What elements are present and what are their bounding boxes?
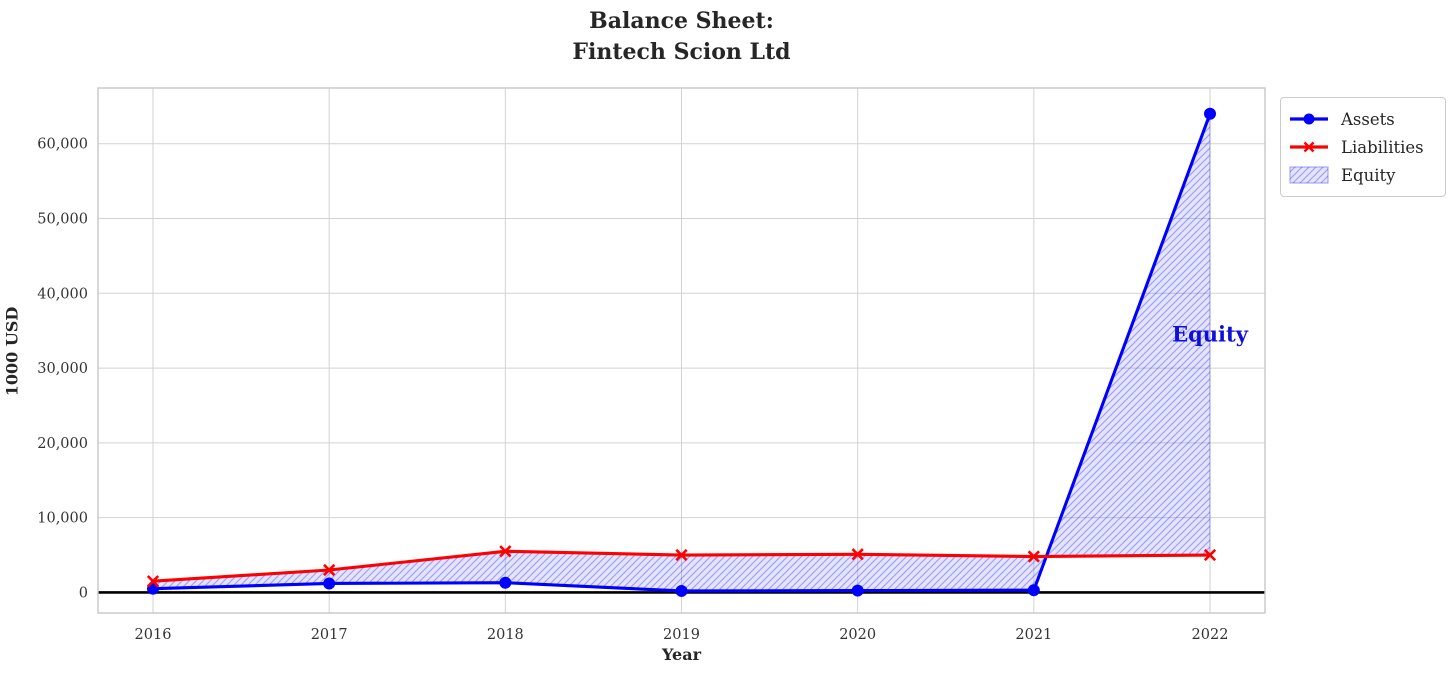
marker-liabilities (1203, 548, 1217, 562)
marker-assets (1027, 584, 1040, 597)
marker-liabilities (675, 548, 688, 562)
equity-annotation: Equity (1172, 321, 1248, 347)
legend-swatch-line-x (1290, 141, 1328, 153)
x-tick-label: 2018 (487, 627, 524, 643)
x-tick-label: 2020 (839, 627, 876, 643)
x-axis-label: Year (661, 645, 701, 664)
y-tick-label: 50,000 (37, 212, 88, 228)
y-tick-label: 20,000 (37, 436, 88, 452)
legend-label: Assets (1341, 109, 1395, 129)
y-tick-label: 0 (79, 585, 88, 601)
chart-title: Balance Sheet: Fintech Scion Ltd (572, 8, 791, 65)
marker-liabilities (499, 545, 512, 558)
marker-liabilities (146, 575, 160, 588)
y-tick-label: 10,000 (37, 511, 88, 527)
marker-assets (323, 577, 336, 590)
marker-assets (851, 584, 864, 597)
x-tick-label: 2019 (663, 627, 700, 643)
marker-liabilities (323, 563, 336, 577)
x-tick-label: 2017 (311, 627, 348, 643)
legend-label: Liabilities (1341, 137, 1424, 157)
legend-swatch-line-circle (1290, 113, 1328, 125)
marker-assets (1204, 107, 1216, 120)
legend-item-equity: Equity (1289, 161, 1435, 189)
marker-assets (499, 576, 512, 589)
marker-liabilities (1027, 550, 1040, 563)
y-tick-label: 60,000 (37, 137, 88, 153)
x-tick-label: 2021 (1015, 627, 1052, 643)
x-tick-label: 2016 (135, 627, 172, 643)
legend: Assets Liabilities Equity (1280, 97, 1446, 197)
legend-swatch-hatch-patch (1289, 166, 1329, 184)
x-tick-label: 2022 (1192, 627, 1229, 643)
legend-item-liabilities: Liabilities (1289, 133, 1435, 161)
y-tick-label: 30,000 (37, 361, 88, 377)
marker-assets (675, 584, 688, 597)
marker-liabilities (851, 548, 864, 561)
legend-item-assets: Assets (1289, 105, 1435, 133)
legend-label: Equity (1341, 165, 1396, 185)
y-tick-label: 40,000 (37, 286, 88, 302)
